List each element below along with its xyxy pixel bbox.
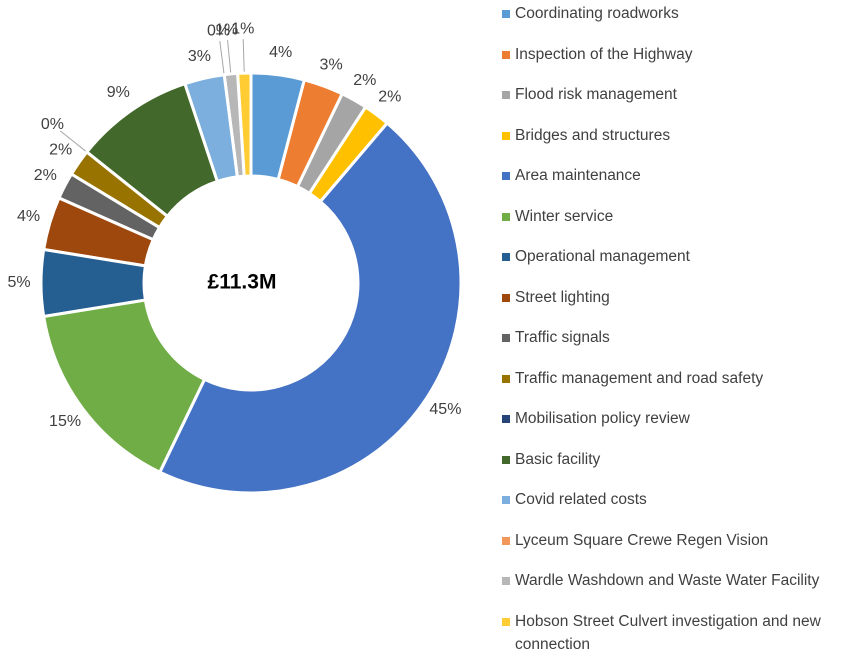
legend-label: Traffic management and road safety bbox=[515, 369, 764, 387]
legend-label: Area maintenance bbox=[515, 167, 641, 184]
legend-label: Hobson Street Culvert investigation and … bbox=[515, 612, 821, 653]
data-label: 45% bbox=[429, 401, 461, 418]
chart: £11.3M 4%3%2%2%45%15%5%4%2%2%0%9%3%0%1%1… bbox=[7, 20, 463, 495]
data-label: 3% bbox=[320, 56, 343, 73]
donut-slice bbox=[41, 298, 207, 475]
legend-swatch bbox=[502, 212, 510, 221]
legend-label: Bridges and structures bbox=[515, 126, 671, 144]
donut-slice bbox=[276, 78, 345, 189]
donut-slice bbox=[157, 120, 463, 495]
legend-swatch bbox=[502, 617, 510, 626]
legend-swatch bbox=[502, 455, 510, 464]
legend-item: Coordinating roadworks bbox=[500, 2, 852, 43]
legend-item: Area maintenance bbox=[500, 164, 852, 205]
legend-item: Street lighting bbox=[500, 286, 852, 327]
legend-label: Wardle Washdown and Waste Water Facility bbox=[515, 572, 820, 589]
data-label: 2% bbox=[34, 167, 57, 184]
legend-item: Traffic signals bbox=[500, 326, 852, 367]
legend-swatch bbox=[502, 91, 510, 99]
data-label: 4% bbox=[269, 44, 292, 61]
legend-label: Lyceum Square Crewe Regen Vision bbox=[515, 531, 769, 549]
data-label: 2% bbox=[49, 141, 72, 158]
legend-label: Street lighting bbox=[515, 288, 610, 306]
legend-label: Winter service bbox=[515, 207, 614, 225]
legend-item: Operational management bbox=[500, 245, 852, 286]
legend-item: Lyceum Square Crewe Regen Vision bbox=[500, 529, 852, 570]
donut-slice bbox=[182, 73, 239, 184]
legend-item: Bridges and structures bbox=[500, 124, 852, 165]
data-label: 0% bbox=[41, 116, 64, 133]
legend-item: Mobilisation policy review bbox=[500, 407, 852, 448]
legend-swatch bbox=[502, 496, 510, 504]
legend-label: Traffic signals bbox=[515, 329, 610, 346]
data-label: 2% bbox=[353, 72, 376, 89]
legend-swatch bbox=[502, 50, 510, 59]
legend-swatch bbox=[502, 374, 510, 383]
data-label: 2% bbox=[378, 88, 401, 105]
legend-swatch bbox=[502, 293, 510, 302]
donut-slice bbox=[249, 71, 307, 182]
legend-item: Inspection of the Highway bbox=[500, 43, 852, 84]
legend-label: Operational management bbox=[515, 248, 690, 265]
data-label: 5% bbox=[7, 274, 30, 291]
legend-item: Hobson Street Culvert investigation and … bbox=[500, 610, 852, 655]
center-label: £11.3M bbox=[208, 271, 277, 294]
legend-swatch bbox=[502, 577, 510, 585]
legend-item: Traffic management and road safety bbox=[500, 367, 852, 408]
legend-item: Flood risk management bbox=[500, 83, 852, 124]
legend-label: Flood risk management bbox=[515, 86, 677, 103]
legend-label: Coordinating roadworks bbox=[515, 5, 679, 22]
data-label: 1% bbox=[231, 20, 254, 37]
data-label: 9% bbox=[107, 84, 130, 101]
donut-slice bbox=[84, 81, 220, 219]
legend-swatch bbox=[502, 415, 510, 423]
data-label: 4% bbox=[17, 208, 40, 225]
legend-item: Winter service bbox=[500, 205, 852, 246]
data-label: 1% bbox=[215, 21, 238, 38]
data-label: 3% bbox=[188, 48, 211, 65]
legend-swatch bbox=[502, 131, 510, 140]
legend: Coordinating roadworks Inspection of the … bbox=[500, 2, 852, 655]
donut-slice bbox=[39, 247, 148, 319]
legend-label: Inspection of the Highway bbox=[515, 45, 693, 63]
legend-item: Wardle Washdown and Waste Water Facility bbox=[500, 569, 852, 610]
legend-swatch bbox=[502, 172, 510, 180]
legend-swatch bbox=[502, 334, 510, 342]
legend-label: Basic facility bbox=[515, 450, 601, 468]
data-label: 0% bbox=[207, 22, 230, 39]
legend-item: Covid related costs bbox=[500, 488, 852, 529]
legend-swatch bbox=[502, 10, 510, 18]
legend-label: Mobilisation policy review bbox=[515, 410, 690, 427]
data-label: 15% bbox=[49, 413, 81, 430]
legend-swatch bbox=[502, 253, 510, 261]
legend-item: Basic facility bbox=[500, 448, 852, 489]
donut-slice bbox=[41, 196, 156, 268]
legend-swatch bbox=[502, 536, 510, 545]
legend-label: Covid related costs bbox=[515, 491, 647, 508]
